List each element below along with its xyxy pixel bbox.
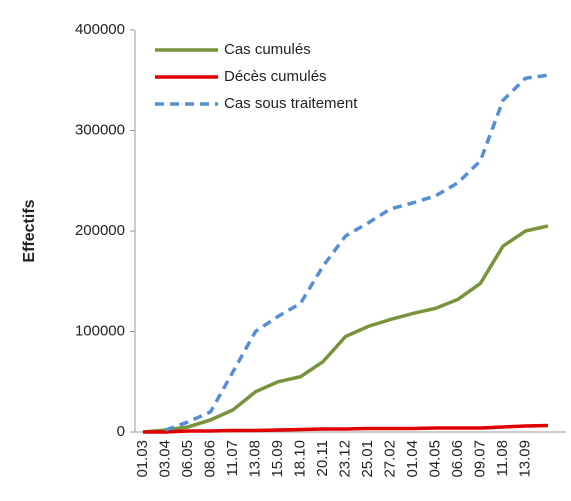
x-tick-label: 03.04 (156, 440, 173, 478)
y-tick-label: 0 (117, 423, 125, 440)
x-tick-label: 20.11 (314, 440, 331, 476)
y-axis-label: Effectifs (21, 199, 38, 262)
y-tick-label: 200000 (75, 222, 125, 239)
x-tick-label: 27.02 (381, 440, 398, 478)
x-tick-label: 01.04 (404, 440, 421, 478)
x-tick-label: 11.07 (224, 440, 241, 476)
series-line (164, 73, 549, 432)
legend-label: Décès cumulés (224, 68, 327, 85)
x-tick-label: 15.09 (269, 440, 286, 478)
x-tick-label: 09.07 (471, 440, 488, 478)
y-tick-label: 300000 (75, 121, 125, 138)
x-tick-label: 13.08 (246, 440, 263, 478)
legend-label: Cas sous traitement (224, 95, 358, 112)
x-tick-label: 06.05 (179, 440, 196, 478)
x-tick-label: 25.01 (359, 440, 376, 478)
series-line (143, 423, 549, 434)
x-tick-label: 08.06 (201, 440, 218, 478)
x-tick-label: 18.10 (291, 440, 308, 478)
x-tick-label: 01.03 (134, 440, 151, 478)
y-tick-label: 400000 (75, 21, 125, 38)
x-tick-label: 06.06 (449, 440, 466, 478)
y-tick-label: 100000 (75, 322, 125, 339)
x-tick-label: 23.12 (336, 440, 353, 478)
series-line (142, 224, 549, 434)
x-tick-label: 13.09 (516, 440, 533, 478)
x-tick-label: 11.08 (494, 440, 511, 476)
legend-label: Cas cumulés (224, 41, 311, 58)
x-tick-label: 04.05 (426, 440, 443, 478)
